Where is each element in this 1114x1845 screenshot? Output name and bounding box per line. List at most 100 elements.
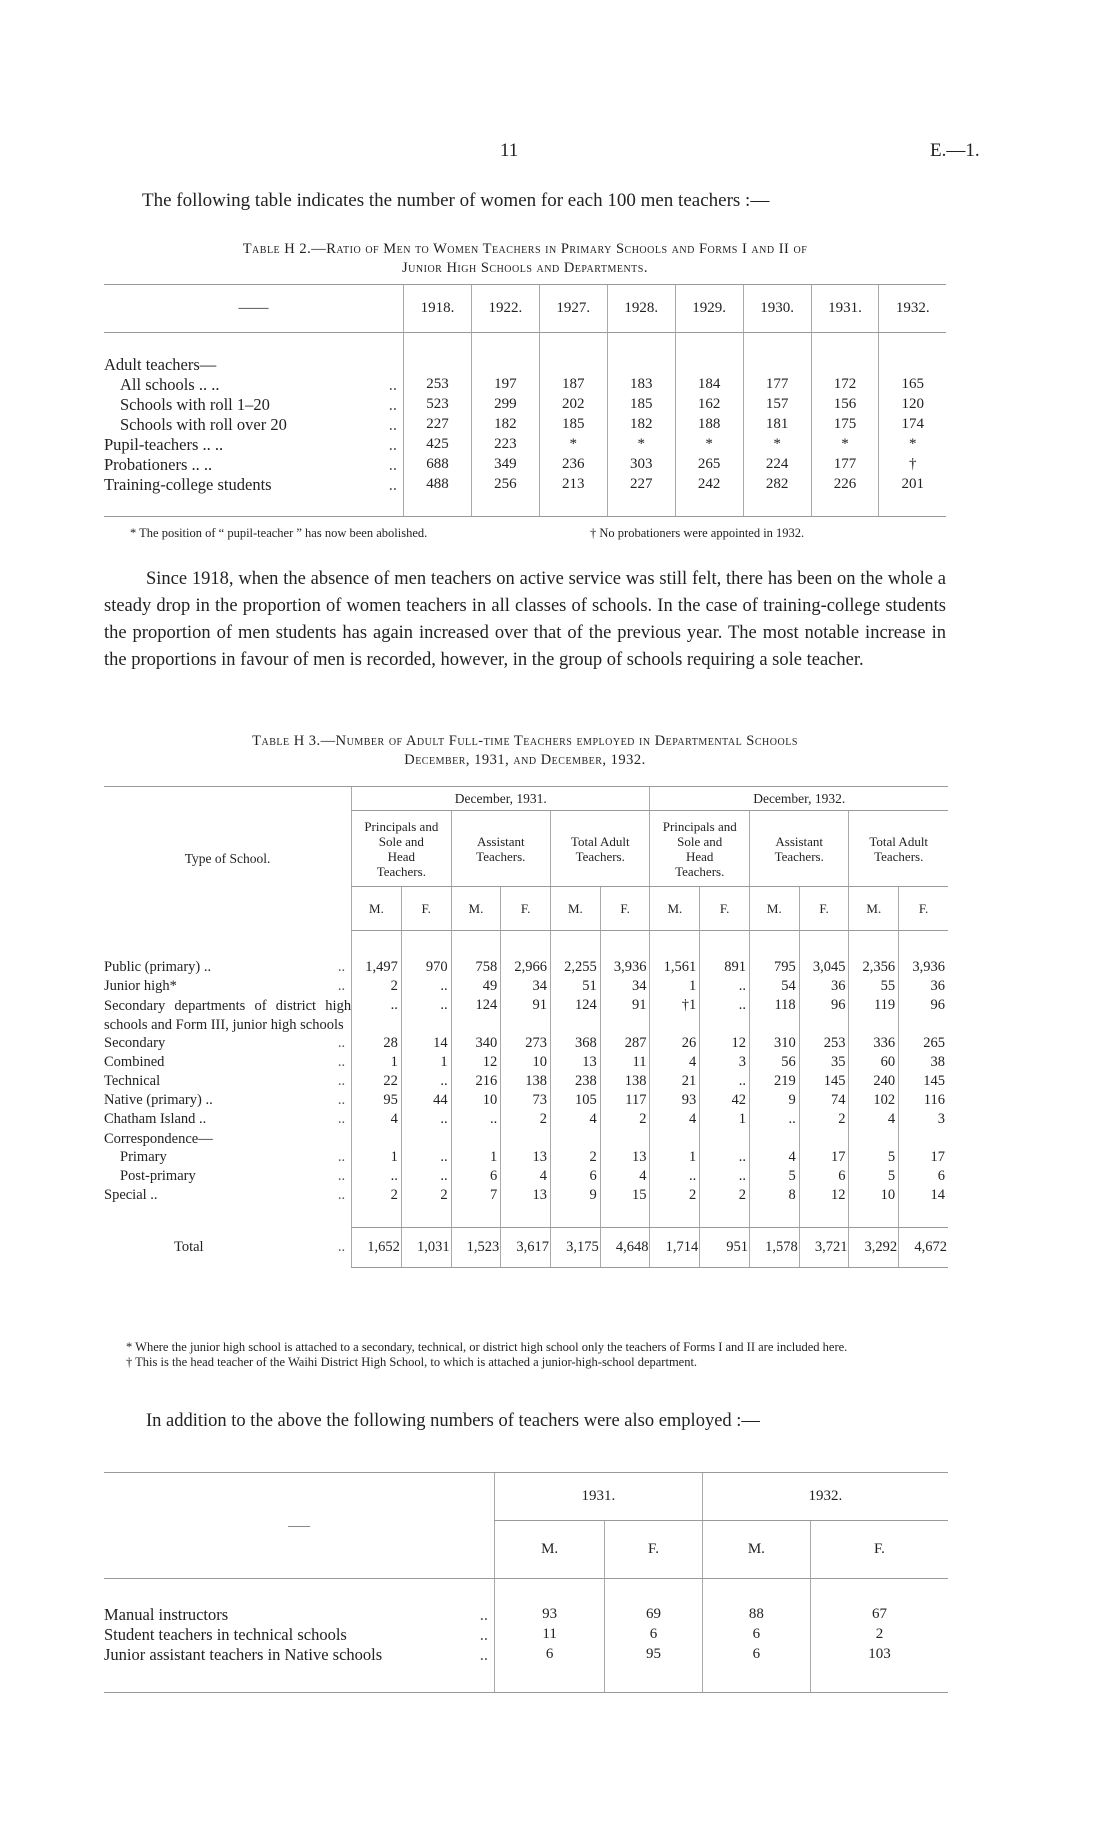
cell-value: 242 <box>674 474 744 495</box>
cell-value: 4 <box>351 1110 402 1130</box>
sex-row: M. F. M. F. <box>104 1520 948 1579</box>
cell-value: .. <box>351 1167 402 1187</box>
cell-value: 273 <box>500 1034 551 1054</box>
spacer <box>599 1205 650 1228</box>
cell-value: 1 <box>450 1148 501 1168</box>
row-label-cell: Junior assistant teachers in Native scho… <box>104 1645 495 1665</box>
cell-value <box>470 354 540 375</box>
cell-value: 265 <box>674 454 744 475</box>
cell-value: .. <box>699 1072 750 1092</box>
cell-value: 34 <box>599 977 650 997</box>
spacer <box>400 930 452 959</box>
sex-header: F. <box>599 886 650 931</box>
cell-value: 22 <box>351 1072 402 1092</box>
spacer <box>104 333 404 355</box>
cell-value: .. <box>748 1110 800 1130</box>
cell-value: 38 <box>898 1053 948 1073</box>
spacer <box>104 931 352 959</box>
cell-value: 185 <box>538 414 608 435</box>
leader-dots: .. <box>388 394 397 414</box>
cell-value: 17 <box>798 1148 849 1168</box>
row-label-cell: Special .... <box>104 1187 352 1206</box>
cell-value: 688 <box>403 454 472 475</box>
cell-value: 15 <box>599 1186 650 1206</box>
cell-value: 340 <box>450 1034 501 1054</box>
cell-value: 202 <box>538 394 608 415</box>
cell-value: 6 <box>898 1167 948 1187</box>
cell-value: 201 <box>878 474 946 495</box>
cell-value: 4 <box>649 1053 700 1073</box>
table-row: Student teachers in technical schools.. 1… <box>104 1624 948 1645</box>
group-header: Total Adult Teachers. <box>848 810 948 887</box>
spacer <box>898 1205 948 1228</box>
cell-value: 12 <box>450 1053 501 1073</box>
row-label-cell: Student teachers in technical schools.. <box>104 1625 495 1645</box>
year-header: 1922. <box>470 284 540 333</box>
cell-value: 74 <box>798 1091 849 1111</box>
cell-value: 6 <box>798 1167 849 1187</box>
year-header: 1932. <box>878 284 946 333</box>
cell-value: .. <box>450 1110 501 1130</box>
cell-value: 182 <box>606 414 676 435</box>
table-h3-caption: Table H 3.—Number of Adult Full-time Tea… <box>104 732 946 770</box>
cell-value: 177 <box>742 374 812 395</box>
cell-value: 21 <box>649 1072 700 1092</box>
cell-value <box>810 354 879 375</box>
cell-value: 1 <box>351 1053 402 1073</box>
table-row: Junior assistant teachers in Native scho… <box>104 1644 948 1665</box>
leader-dots: .. <box>337 1034 346 1051</box>
table-row: All schools .. .... 253 197 187 183 184 177 172… <box>104 374 946 395</box>
cell-value: 185 <box>606 394 676 415</box>
cell-value: 14 <box>400 1034 452 1054</box>
cell-value: .. <box>400 996 452 1035</box>
row-label: Correspondence— <box>104 1130 213 1147</box>
cell-value: 6 <box>493 1644 605 1665</box>
total-value: 3,617 <box>500 1227 551 1268</box>
cell-value: 102 <box>848 1091 899 1111</box>
table-h3-caption-line2: December, 1931, and December, 1932. <box>404 752 646 768</box>
cell-value: 174 <box>878 414 946 435</box>
cell-value: 165 <box>878 374 946 395</box>
cell-value <box>878 354 946 375</box>
row-label-cell: Secondary.. <box>104 1035 352 1054</box>
cell-value <box>403 354 472 375</box>
spacer <box>809 1578 948 1605</box>
spacer <box>798 1205 849 1228</box>
cell-value: 157 <box>742 394 812 415</box>
spacer <box>400 1205 452 1228</box>
sex-header: F. <box>500 886 551 931</box>
leader-dots: .. <box>337 977 346 994</box>
total-value: 3,175 <box>550 1227 601 1268</box>
cell-value: 91 <box>599 996 650 1035</box>
cell-value: 13 <box>500 1186 551 1206</box>
spacer <box>403 332 472 355</box>
cell-value: 55 <box>848 977 899 997</box>
cell-value: * <box>878 434 946 455</box>
table-row: Combined.. 1 1 12 10 13 11 4 3 56 35 60 38 <box>104 1053 948 1073</box>
cell-value: 3,045 <box>798 958 849 978</box>
cell-value: 105 <box>550 1091 601 1111</box>
cell-value: 303 <box>606 454 676 475</box>
cell-value: 1 <box>699 1110 750 1130</box>
cell-value: 9 <box>748 1091 800 1111</box>
total-value: 951 <box>699 1227 750 1268</box>
total-value: 3,721 <box>798 1227 849 1268</box>
row-label: Schools with roll 1–20 <box>120 394 270 414</box>
cell-value: .. <box>699 1167 750 1187</box>
spacer <box>848 930 899 959</box>
cell-value: .. <box>400 1148 452 1168</box>
sex-header: M. <box>450 886 501 931</box>
cell-value: 265 <box>898 1034 948 1054</box>
table-row: Public (primary) .... 1,497 970 758 2,966 2,2… <box>104 958 948 978</box>
leader-dots: .. <box>337 1091 346 1108</box>
cell-value: 3 <box>898 1110 948 1130</box>
cell-value: 36 <box>898 977 948 997</box>
cell-value: 4 <box>848 1110 899 1130</box>
cell-value: 93 <box>649 1091 700 1111</box>
spacer <box>450 930 501 959</box>
cell-value: 36 <box>798 977 849 997</box>
cell-value: * <box>810 434 879 455</box>
cell-value: 10 <box>500 1053 551 1073</box>
cell-value: 56 <box>748 1053 800 1073</box>
cell-value: 13 <box>500 1148 551 1168</box>
